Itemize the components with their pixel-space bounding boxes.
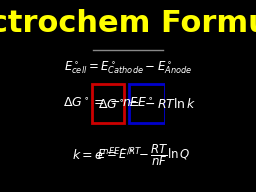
Text: $E^\circ_{cell} = E^\circ_{Cathode} - E^\circ_{Anode}$: $E^\circ_{cell} = E^\circ_{Cathode} - E^… (64, 60, 192, 76)
Text: Electrochem Formulas: Electrochem Formulas (0, 8, 256, 38)
Text: $k = e^{nFE^\circ/RT}$: $k = e^{nFE^\circ/RT}$ (72, 147, 143, 164)
Text: $E = E^\circ - \dfrac{RT}{nF}\ln Q$: $E = E^\circ - \dfrac{RT}{nF}\ln Q$ (98, 143, 191, 168)
Text: $\Delta G^\circ = -RT\ln k$: $\Delta G^\circ = -RT\ln k$ (98, 97, 197, 111)
Text: $\Delta G^\circ = -nFE^\circ$: $\Delta G^\circ = -nFE^\circ$ (63, 97, 154, 110)
